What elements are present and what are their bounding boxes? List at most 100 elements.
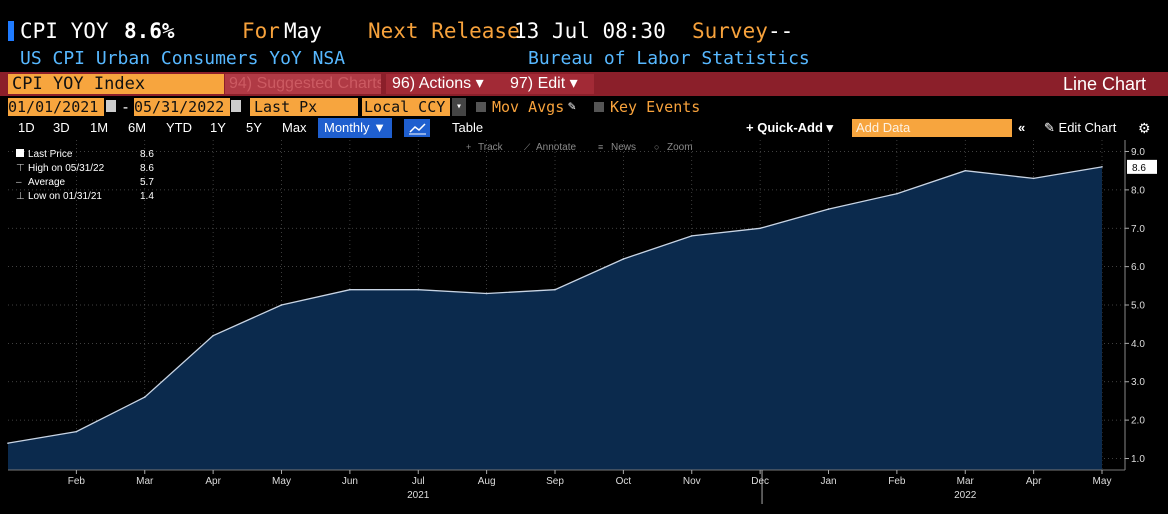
add-data-placeholder: Add Data bbox=[856, 120, 911, 135]
data-point bbox=[349, 288, 351, 291]
date-controls: 01/01/2021 - 05/31/2022 Last Px Local CC… bbox=[0, 97, 1168, 117]
security-field[interactable]: CPI YOY Index bbox=[8, 74, 224, 94]
x-tick-label: Sep bbox=[546, 476, 564, 487]
legend-last-price: Last Price 8.6 bbox=[16, 149, 154, 160]
news-tool[interactable]: News bbox=[611, 142, 636, 153]
survey-label: Survey bbox=[692, 19, 768, 43]
chart-type-label[interactable]: Line Chart bbox=[1062, 74, 1146, 94]
start-date-input[interactable]: 01/01/2021 bbox=[8, 98, 104, 116]
calendar-icon[interactable] bbox=[231, 100, 241, 112]
field-select[interactable]: Last Px bbox=[250, 98, 358, 116]
table-button[interactable]: Table bbox=[452, 120, 484, 135]
x-tick-label: Oct bbox=[616, 476, 632, 487]
description: US CPI Urban Consumers YoY NSA bbox=[20, 48, 346, 69]
x-tick-label: Nov bbox=[683, 476, 701, 487]
period-ytd[interactable]: YTD bbox=[166, 120, 192, 135]
x-tick-label: Mar bbox=[957, 476, 975, 487]
edit-chart-label: Edit Chart bbox=[1058, 120, 1117, 135]
y-tick-label: 4.0 bbox=[1131, 339, 1145, 350]
pencil-icon[interactable]: ✎ bbox=[568, 99, 576, 114]
suggested-charts-button[interactable]: 94) Suggested Charts bbox=[225, 74, 381, 94]
y-axis-ticks: 1.0 2.0 3.0 4.0 5.0 6.0 7.0 8.0 9.0 bbox=[1125, 147, 1145, 465]
quick-add-button[interactable]: + Quick-Add ▾ bbox=[746, 120, 834, 135]
high-marker-icon: ⊤ bbox=[16, 163, 25, 174]
x-tick-label: Feb bbox=[68, 476, 86, 487]
frequency-select[interactable]: Monthly ▼ bbox=[318, 118, 392, 138]
edit-menu[interactable]: 97) Edit ▾ bbox=[504, 74, 594, 94]
legend-value: 8.6 bbox=[140, 149, 154, 160]
mov-avgs-checkbox[interactable] bbox=[476, 102, 486, 112]
x-axis-ticks: Feb Mar Apr May Jun Jul Aug Sep Oct Nov Dec Jan Feb M… bbox=[68, 470, 1111, 504]
add-data-input[interactable]: Add Data bbox=[852, 119, 1012, 137]
data-point bbox=[690, 235, 693, 237]
zoom-tool[interactable]: Zoom bbox=[667, 142, 693, 153]
legend-value: 1.4 bbox=[140, 191, 154, 202]
y-tick-label: 7.0 bbox=[1131, 224, 1145, 235]
for-value: May bbox=[284, 19, 322, 43]
end-date-input[interactable]: 05/31/2022 bbox=[134, 98, 230, 116]
data-point bbox=[827, 208, 830, 210]
for-label: For bbox=[242, 19, 280, 43]
x-tick-label: Jul bbox=[412, 476, 425, 487]
x-tick-label: May bbox=[272, 476, 291, 487]
y-tick-label: 9.0 bbox=[1131, 147, 1145, 158]
actions-menu[interactable]: 96) Actions ▾ bbox=[386, 74, 506, 94]
data-point bbox=[896, 192, 898, 195]
data-point bbox=[622, 258, 625, 260]
x-tick-label: Jan bbox=[820, 476, 836, 487]
legend-value: 8.6 bbox=[140, 163, 154, 174]
currency-dropdown-icon[interactable]: ▾ bbox=[452, 98, 466, 116]
x-tick-label: Feb bbox=[888, 476, 906, 487]
data-point bbox=[1101, 166, 1103, 168]
ticker-label: CPI YOY bbox=[20, 19, 109, 43]
period-1m[interactable]: 1M bbox=[90, 120, 109, 135]
period-max[interactable]: Max bbox=[282, 120, 307, 135]
chart-style-button[interactable] bbox=[404, 119, 430, 137]
legend-label: Last Price bbox=[28, 149, 73, 160]
data-point bbox=[1032, 177, 1035, 180]
legend-label: Low on 01/31/21 bbox=[28, 191, 102, 202]
news-icon: ≡ bbox=[598, 142, 603, 152]
track-tool[interactable]: Track bbox=[478, 142, 504, 153]
gear-icon[interactable]: ⚙ bbox=[1138, 120, 1151, 136]
calendar-icon[interactable] bbox=[106, 100, 116, 112]
line-chart-icon bbox=[409, 123, 426, 135]
period-6m[interactable]: 6M bbox=[128, 120, 147, 135]
annotate-icon: ⟋ bbox=[524, 142, 531, 152]
collapse-icon[interactable]: « bbox=[1018, 120, 1026, 135]
legend-swatch bbox=[16, 149, 24, 157]
edit-chart-button[interactable]: ✎ Edit Chart bbox=[1044, 118, 1116, 138]
y-tick-label: 3.0 bbox=[1131, 377, 1145, 388]
legend-label: Average bbox=[28, 177, 66, 188]
currency-select[interactable]: Local CCY bbox=[362, 98, 450, 116]
y-tick-label: 6.0 bbox=[1131, 262, 1145, 273]
period-1d[interactable]: 1D bbox=[18, 120, 35, 135]
data-point bbox=[143, 396, 146, 398]
cpi-chart: 1.0 2.0 3.0 4.0 5.0 6.0 7.0 8.0 9.0 Feb Mar Apr May… bbox=[7, 140, 1157, 504]
legend-value: 5.7 bbox=[140, 177, 154, 188]
data-point bbox=[964, 169, 967, 172]
x-tick-label: Mar bbox=[136, 476, 154, 487]
period-3d[interactable]: 3D bbox=[53, 120, 70, 135]
x-tick-label: Dec bbox=[751, 476, 769, 487]
source: Bureau of Labor Statistics bbox=[528, 48, 810, 69]
data-point bbox=[485, 292, 488, 295]
current-value: 8.6% bbox=[124, 19, 175, 43]
annotate-tool[interactable]: Annotate bbox=[536, 142, 576, 153]
key-events-checkbox[interactable] bbox=[594, 102, 604, 112]
period-1y[interactable]: 1Y bbox=[210, 120, 226, 135]
low-marker-icon: ⊥ bbox=[16, 191, 25, 202]
next-release-value: 13 Jul 08:30 bbox=[514, 19, 666, 43]
survey-value: -- bbox=[768, 19, 794, 43]
data-point bbox=[7, 442, 9, 444]
data-point bbox=[280, 304, 283, 306]
x-tick-label: Jun bbox=[342, 476, 358, 487]
pencil-icon: ✎ bbox=[1044, 120, 1055, 135]
data-point bbox=[759, 227, 761, 230]
security-marker bbox=[8, 21, 14, 41]
data-point bbox=[554, 288, 556, 291]
y-tick-label: 2.0 bbox=[1131, 416, 1145, 427]
average-marker-icon: – bbox=[16, 177, 22, 188]
period-controls: 1D 3D 1M 6M YTD 1Y 5Y Max Monthly ▼ Tabl… bbox=[0, 118, 1168, 138]
period-5y[interactable]: 5Y bbox=[246, 120, 262, 135]
